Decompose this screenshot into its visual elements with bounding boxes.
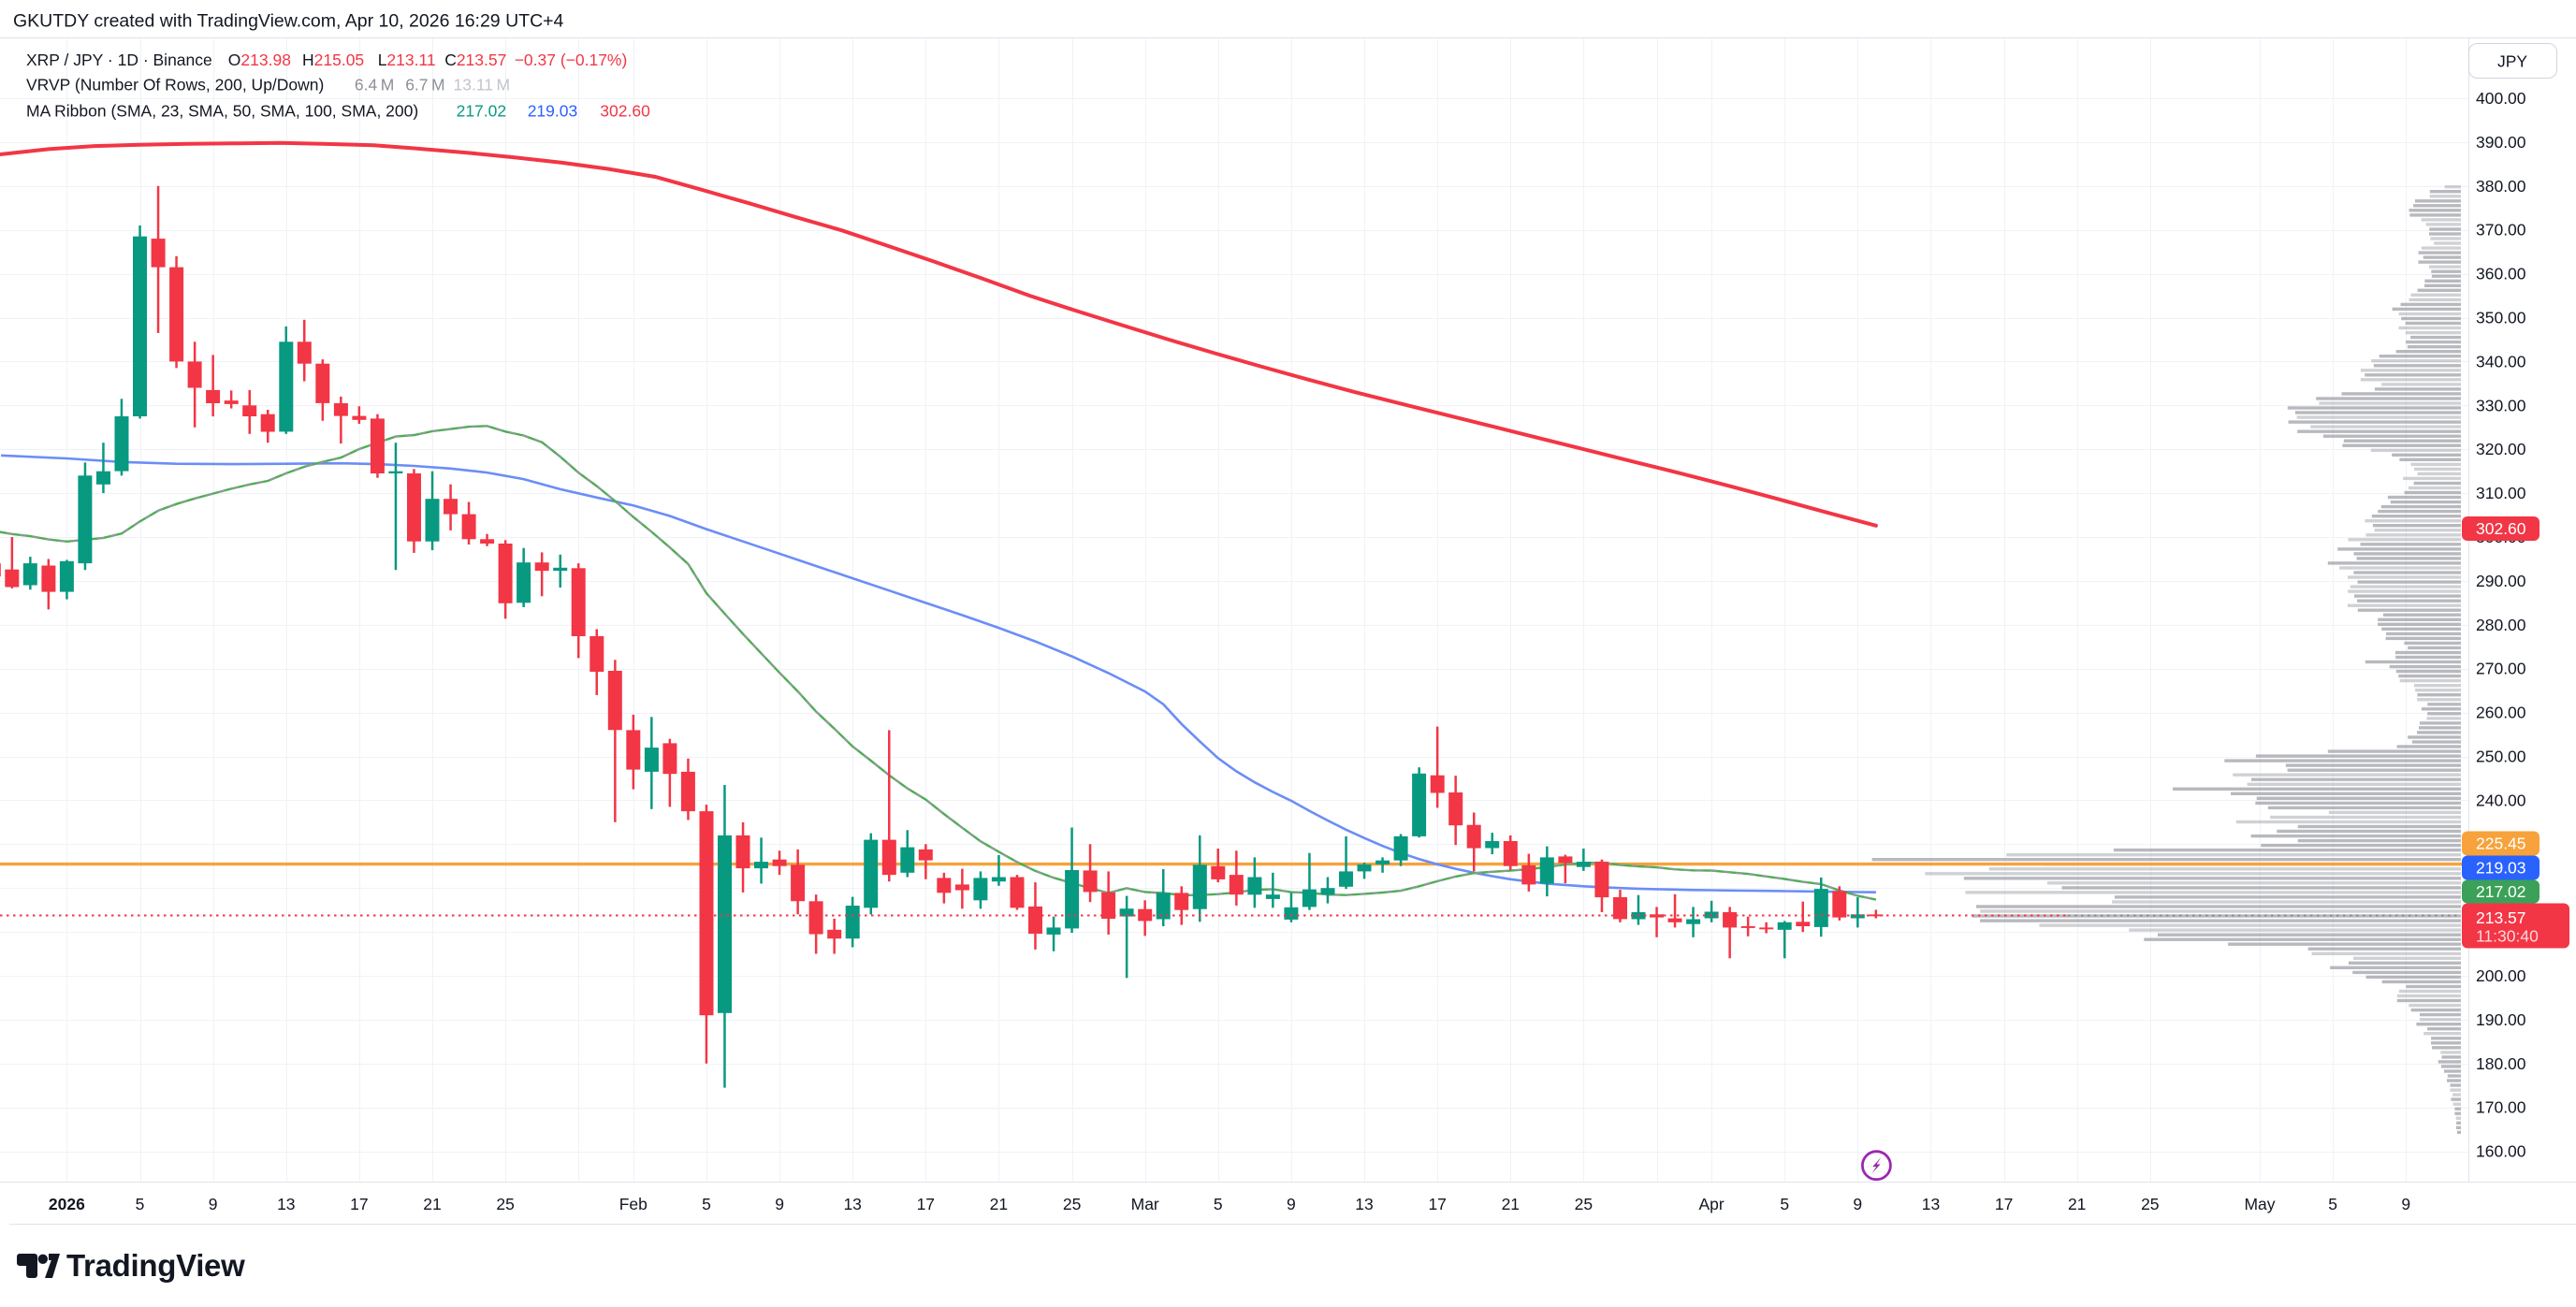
svg-text:370.00: 370.00 [2476, 221, 2526, 240]
svg-text:190.00: 190.00 [2476, 1010, 2526, 1029]
svg-text:280.00: 280.00 [2476, 616, 2526, 634]
svg-text:TradingView: TradingView [66, 1248, 245, 1283]
svg-text:340.00: 340.00 [2476, 352, 2526, 370]
svg-text:330.00: 330.00 [2476, 396, 2526, 414]
svg-text:200.00: 200.00 [2476, 966, 2526, 985]
svg-text:170.00: 170.00 [2476, 1098, 2526, 1117]
svg-text:360.00: 360.00 [2476, 265, 2526, 283]
svg-text:217.02: 217.02 [2476, 882, 2526, 901]
svg-text:17: 17 [917, 1195, 935, 1213]
svg-text:Apr: Apr [1698, 1195, 1724, 1213]
svg-text:21: 21 [1502, 1195, 1520, 1213]
svg-text:250.00: 250.00 [2476, 748, 2526, 766]
svg-text:380.00: 380.00 [2476, 177, 2526, 196]
svg-text:390.00: 390.00 [2476, 133, 2526, 152]
svg-text:May: May [2244, 1195, 2275, 1213]
svg-text:JPY: JPY [2497, 52, 2527, 71]
svg-text:2026: 2026 [49, 1195, 85, 1213]
svg-text:11:30:40: 11:30:40 [2476, 927, 2539, 946]
svg-text:9: 9 [2401, 1195, 2410, 1213]
svg-text:6.4 M6.7 M13.11 M: 6.4 M 6.7 M 13.11 M [355, 76, 510, 94]
svg-text:5: 5 [2328, 1195, 2337, 1213]
svg-text:270.00: 270.00 [2476, 660, 2526, 678]
svg-text:17: 17 [1995, 1195, 2013, 1213]
svg-text:13: 13 [1922, 1195, 1940, 1213]
svg-text:25: 25 [1063, 1195, 1081, 1213]
svg-text:9: 9 [1287, 1195, 1296, 1213]
svg-text:213.57: 213.57 [2476, 908, 2526, 927]
svg-text:160.00: 160.00 [2476, 1142, 2526, 1161]
svg-text:21: 21 [990, 1195, 1008, 1213]
svg-text:13: 13 [843, 1195, 861, 1213]
svg-text:5: 5 [1780, 1195, 1789, 1213]
svg-text:21: 21 [423, 1195, 441, 1213]
svg-text:25: 25 [2141, 1195, 2159, 1213]
svg-text:320.00: 320.00 [2476, 440, 2526, 458]
svg-text:17: 17 [350, 1195, 368, 1213]
svg-text:290.00: 290.00 [2476, 572, 2526, 590]
svg-text:9: 9 [1853, 1195, 1862, 1213]
svg-text:Mar: Mar [1131, 1195, 1159, 1213]
svg-text:17: 17 [1428, 1195, 1446, 1213]
svg-text:MA Ribbon (SMA, 23, SMA, 50, S: MA Ribbon (SMA, 23, SMA, 50, SMA, 100, S… [26, 102, 418, 121]
svg-text:VRVP (Number Of Rows, 200, Up/: VRVP (Number Of Rows, 200, Up/Down) [26, 76, 324, 94]
svg-text:XRP / JPY · 1D · Binance: XRP / JPY · 1D · Binance [26, 51, 212, 69]
svg-text:5: 5 [702, 1195, 711, 1213]
svg-text:21: 21 [2068, 1195, 2086, 1213]
svg-text:400.00: 400.00 [2476, 89, 2526, 108]
svg-text:225.45: 225.45 [2476, 835, 2526, 853]
svg-text:260.00: 260.00 [2476, 704, 2526, 722]
svg-text:5: 5 [136, 1195, 145, 1213]
svg-text:GKUTDY created with TradingVie: GKUTDY created with TradingView.com, Apr… [13, 11, 564, 32]
svg-text:9: 9 [209, 1195, 218, 1213]
svg-text:180.00: 180.00 [2476, 1054, 2526, 1073]
svg-text:302.60: 302.60 [2476, 519, 2526, 538]
svg-text:25: 25 [496, 1195, 514, 1213]
svg-text:9: 9 [775, 1195, 784, 1213]
svg-text:5: 5 [1214, 1195, 1223, 1213]
svg-text:310.00: 310.00 [2476, 484, 2526, 502]
svg-text:350.00: 350.00 [2476, 309, 2526, 327]
svg-text:13: 13 [277, 1195, 295, 1213]
svg-text:Feb: Feb [619, 1195, 648, 1213]
svg-text:219.03: 219.03 [2476, 859, 2526, 878]
svg-text:13: 13 [1355, 1195, 1373, 1213]
svg-text:25: 25 [1575, 1195, 1593, 1213]
svg-text:240.00: 240.00 [2476, 791, 2526, 809]
